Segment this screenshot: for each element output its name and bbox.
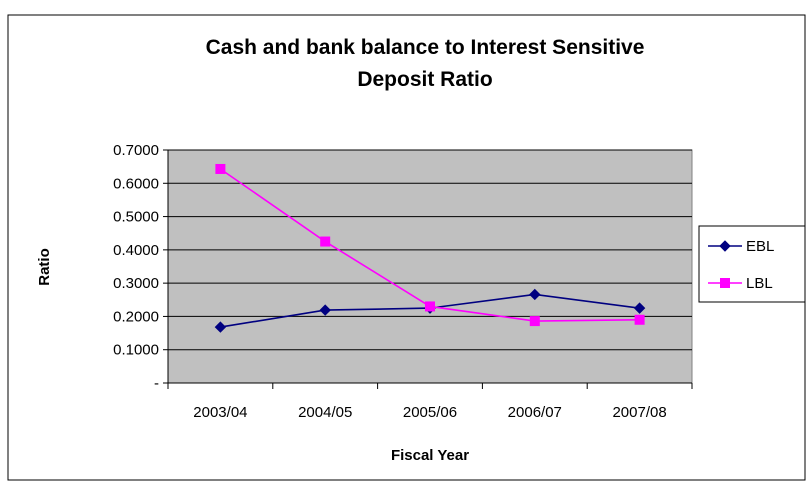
- legend-label-lbl: LBL: [746, 275, 773, 292]
- legend: EBL LBL: [698, 225, 806, 303]
- y-tick-label: 0.3000: [113, 275, 159, 292]
- y-tick-label: 0.4000: [113, 242, 159, 259]
- data-point-lbl: [320, 236, 331, 247]
- x-tick-label: 2003/04: [193, 404, 247, 421]
- data-point-lbl: [215, 163, 226, 174]
- x-tick-label: 2007/08: [612, 404, 666, 421]
- y-tick-label: 0.6000: [113, 175, 159, 192]
- y-tick-labels: - 0.1000 0.2000 0.3000 0.4000 0.5000 0.6000 0.7…: [113, 142, 159, 392]
- data-point-lbl: [425, 301, 435, 312]
- data-point-lbl: [529, 316, 540, 327]
- x-axis-title: Fiscal Year: [391, 447, 469, 464]
- chart-title-line-1: Cash and bank balance to Interest Sensit…: [206, 36, 645, 59]
- data-point-ebl: [633, 302, 646, 314]
- series-layer: [214, 163, 646, 333]
- y-tick-label: 0.7000: [113, 142, 159, 159]
- legend-marker-ebl: [719, 240, 731, 252]
- data-point-lbl: [634, 314, 645, 325]
- y-axis-title: Ratio: [36, 248, 53, 286]
- y-tick-label: 0.1000: [113, 342, 159, 359]
- data-point-ebl: [529, 288, 541, 301]
- y-tick-label: -: [154, 375, 159, 392]
- x-tick-label: 2005/06: [403, 404, 457, 421]
- legend-box: [698, 225, 806, 303]
- x-tick-label: 2006/07: [508, 404, 562, 421]
- series-lbl: [215, 163, 645, 327]
- y-tick-label: 0.5000: [113, 209, 159, 226]
- legend-label-ebl: EBL: [746, 238, 774, 255]
- gridlines: [168, 149, 692, 351]
- chart-title-line-2: Deposit Ratio: [357, 68, 492, 91]
- x-tick-label: 2004/05: [298, 404, 352, 421]
- y-tick-label: 0.2000: [113, 308, 159, 325]
- data-point-ebl: [319, 304, 331, 316]
- legend-marker-lbl: [720, 278, 730, 288]
- plot-area: [167, 149, 693, 384]
- axes: [163, 149, 693, 389]
- data-point-ebl: [214, 321, 227, 333]
- x-tick-labels: 2003/04 2004/05 2005/06 2006/07 2007/08: [193, 404, 666, 421]
